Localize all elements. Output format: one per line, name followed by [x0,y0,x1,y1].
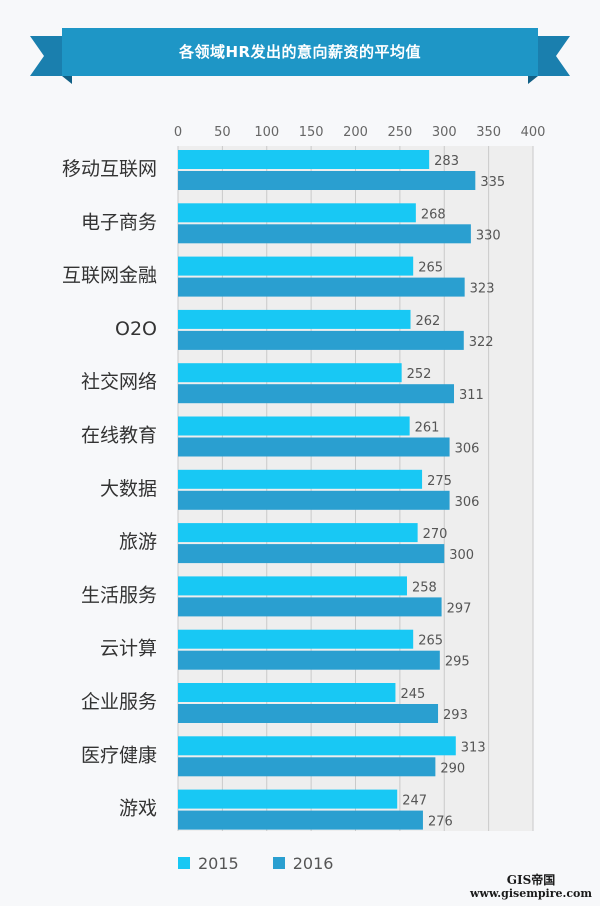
data-label: 276 [428,815,453,830]
category-label: 企业服务 [81,691,157,713]
bar-2016 [178,384,455,404]
title-banner: 各领域HR发出的意向薪资的平均值 [30,28,570,84]
legend-label-2015: 2015 [198,853,239,873]
x-tick-label: 400 [521,125,546,140]
watermark-logo-text: GIS帝国 [506,873,556,887]
chart-title: 各领域HR发出的意向薪资的平均值 [178,43,422,61]
data-label: 306 [455,495,480,510]
bar-2016 [178,597,442,617]
bar-2016 [178,171,476,190]
category-label: 游戏 [119,798,157,820]
data-label: 262 [416,314,441,329]
bar-2015 [178,256,414,276]
data-label: 247 [402,794,427,809]
ribbon-shape [30,28,570,84]
x-tick-label: 100 [254,125,279,140]
bar-2016 [178,544,445,564]
x-tick-label: 350 [476,125,501,140]
category-label: 旅游 [119,531,157,553]
category-label: 云计算 [100,638,157,660]
data-label: 335 [480,175,505,190]
data-label: 330 [476,228,501,243]
data-label: 258 [412,580,437,595]
bar-2015 [178,203,416,223]
bar-2016 [178,704,439,723]
bar-2015 [178,363,402,383]
watermark-url: www.gisempire.com [470,887,592,900]
data-label: 311 [459,388,484,403]
data-label: 297 [447,601,472,616]
bar-2015 [178,576,407,596]
bar-2015 [178,736,456,756]
bar-2015 [178,789,398,809]
bar-2015 [178,629,414,649]
bar-2015 [178,683,396,702]
bar-2016 [178,330,464,350]
legend-item-2015: 2015 [178,854,239,873]
data-label: 300 [449,548,474,563]
data-label: 245 [400,687,425,702]
data-label: 295 [445,655,470,670]
bar-2016 [178,437,450,457]
data-label: 270 [423,527,448,542]
category-label: 社交网络 [81,371,157,393]
data-label: 265 [418,261,443,276]
data-label: 275 [427,474,452,489]
bar-2015 [178,309,411,329]
category-label: O2O [115,318,157,340]
data-label: 322 [469,335,494,350]
category-label: 移动互联网 [62,158,157,180]
data-label: 313 [461,740,486,755]
watermark: GIS帝国 www.gisempire.com [470,873,592,901]
x-tick-label: 150 [299,125,324,140]
x-tick-label: 250 [387,125,412,140]
x-tick-label: 300 [432,125,457,140]
category-label: 互联网金融 [62,265,157,287]
category-label: 大数据 [100,478,157,500]
x-tick-label: 200 [343,125,368,140]
category-label: 在线教育 [81,425,157,447]
data-label: 252 [407,367,432,382]
bar-2016 [178,490,450,510]
data-label: 293 [443,708,468,723]
bar-2016 [178,810,423,830]
bar-2016 [178,757,436,777]
category-label: 医疗健康 [81,744,157,766]
bar-2016 [178,277,465,297]
legend-item-2016: 2016 [272,853,334,873]
data-label: 290 [440,761,465,776]
legend-swatch-2015 [178,857,190,869]
bar-2015 [178,523,418,543]
bar-2016 [178,650,440,670]
data-label: 261 [415,421,440,436]
bar-2016 [178,224,471,244]
bar-2015 [178,150,430,169]
bar-2015 [178,416,410,436]
data-label: 268 [421,207,446,222]
data-label: 306 [455,442,480,457]
bar-2015 [178,469,423,489]
data-label: 283 [434,154,459,169]
legend-swatch-2016 [272,857,285,869]
category-label: 生活服务 [81,584,157,606]
category-label: 电子商务 [81,211,157,233]
legend-label-2016: 2016 [292,853,334,873]
x-tick-label: 50 [214,125,231,140]
legend: 2015 2016 [178,852,333,874]
data-label: 265 [418,634,443,649]
data-label: 323 [470,282,495,297]
x-tick-label: 0 [174,125,182,140]
